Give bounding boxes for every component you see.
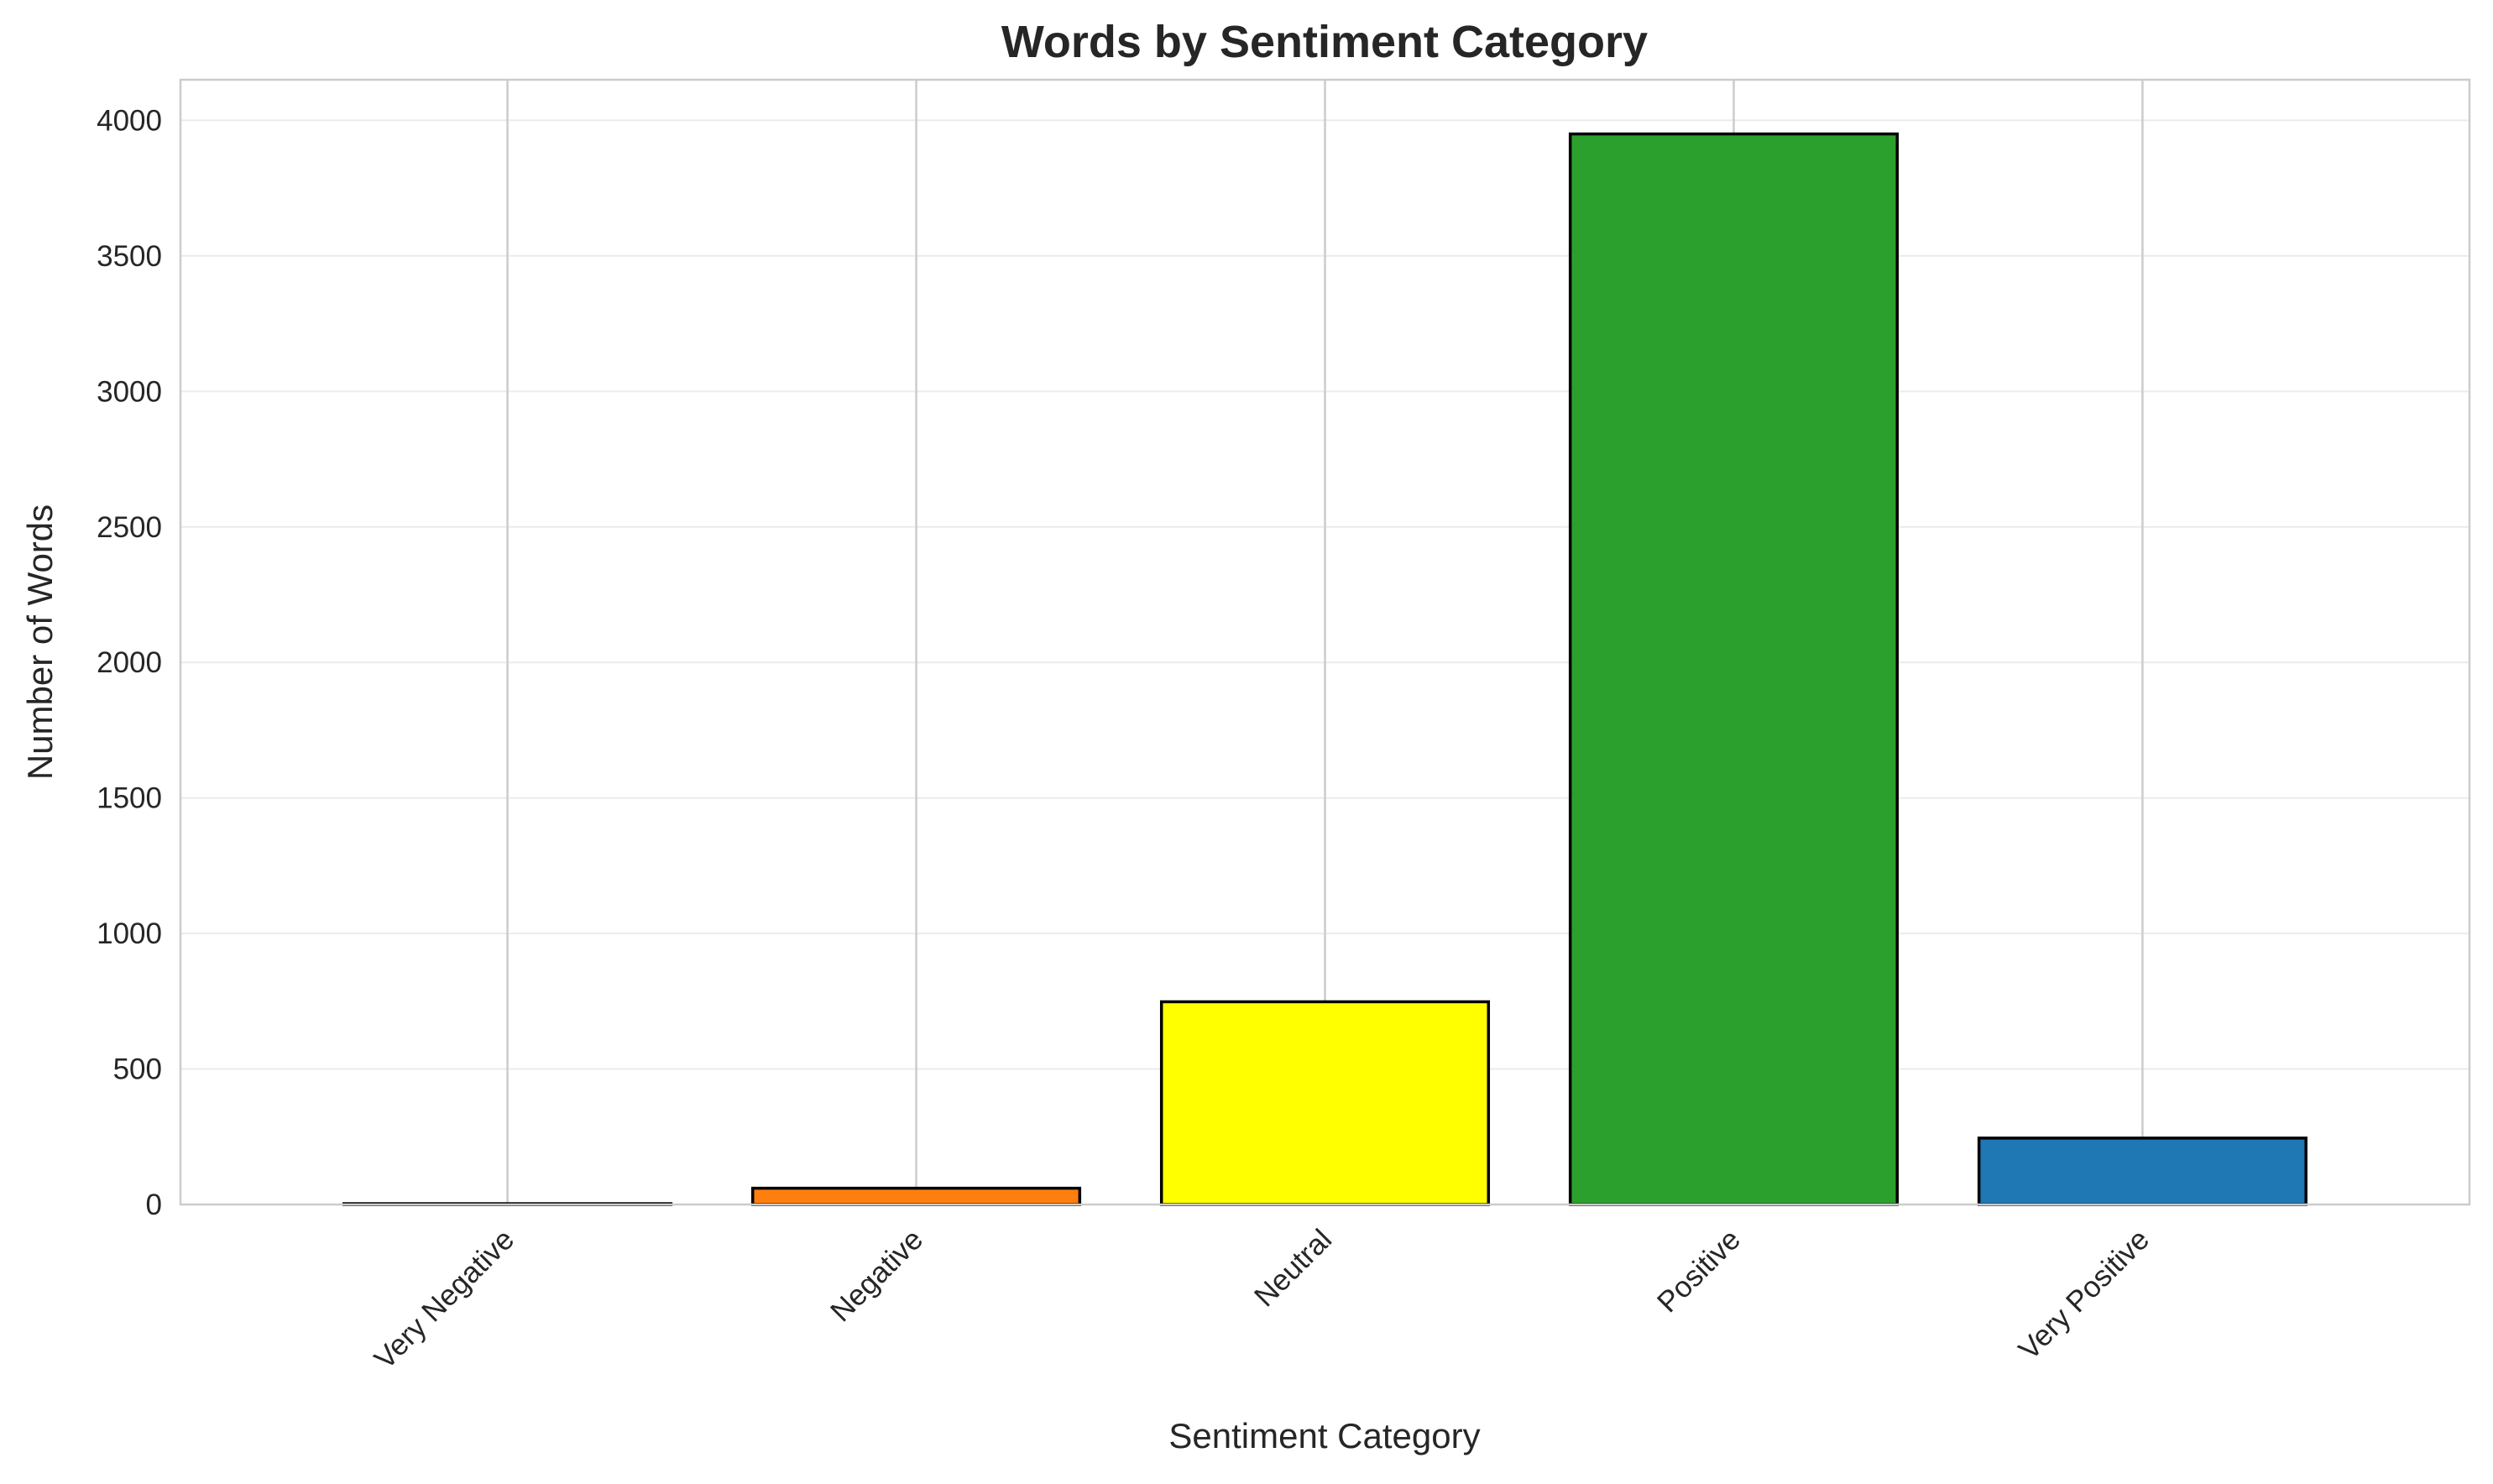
bar-neutral (1159, 1000, 1491, 1206)
y-tick-label: 2000 (97, 646, 162, 679)
plot-frame (179, 78, 2471, 1206)
y-axis-label: Number of Words (20, 504, 60, 780)
chart-title: Words by Sentiment Category (1001, 17, 1648, 67)
x-tick-label: Positive (1651, 1223, 1747, 1319)
y-tick-label: 1000 (97, 917, 162, 950)
y-tick-labels: 0 500 1000 1500 2000 2500 3000 3500 4000 (97, 104, 162, 1221)
bar-layer (342, 132, 2307, 1206)
bar-very-positive (1977, 1137, 2307, 1206)
y-tick-label: 2500 (97, 511, 162, 544)
x-tick-label: Very Negative (368, 1223, 521, 1376)
x-tick-label: Very Positive (2012, 1223, 2156, 1366)
x-axis-label: Sentiment Category (1168, 1416, 1480, 1455)
x-tick-labels: Very Negative Negative Neutral Positive Very… (368, 1223, 2156, 1376)
bar-negative (751, 1186, 1082, 1206)
y-tick-label: 3000 (97, 375, 162, 408)
x-tick-label: Neutral (1248, 1223, 1338, 1313)
x-tick-label: Negative (824, 1223, 929, 1328)
y-tick-label: 4000 (97, 104, 162, 137)
bar-positive (1568, 132, 1900, 1206)
y-tick-label: 3500 (97, 240, 162, 273)
y-tick-label: 500 (113, 1053, 162, 1086)
y-tick-label: 0 (146, 1189, 162, 1221)
y-tick-label: 1500 (97, 782, 162, 815)
